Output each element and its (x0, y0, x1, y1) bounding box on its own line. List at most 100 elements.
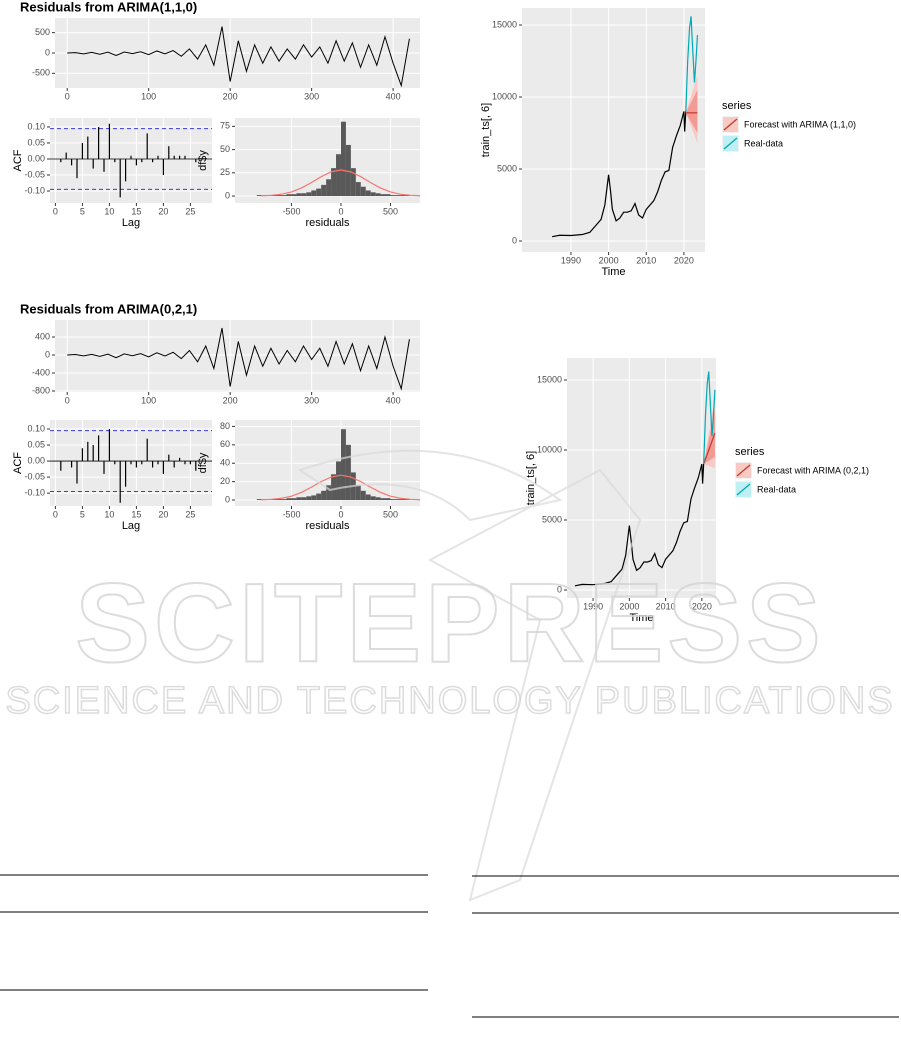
y-axis-title: df$y (197, 452, 209, 473)
acf-bar (168, 454, 170, 462)
y-tick-label: 5000 (497, 163, 517, 173)
y-tick-label: 25 (220, 167, 230, 177)
histogram-bar (340, 429, 346, 501)
histogram-bar (326, 485, 332, 501)
acf-bar (114, 461, 116, 465)
acf-bar (189, 461, 191, 465)
acf-bar (103, 461, 105, 474)
histogram-bar (345, 444, 351, 501)
histogram-bar (355, 182, 361, 197)
histogram-bar (311, 495, 317, 501)
data-line (261, 169, 420, 197)
data-line (703, 371, 716, 465)
histogram-bar (291, 498, 297, 501)
histogram-bar (331, 474, 337, 501)
y-tick-label: -800 (32, 385, 50, 395)
histogram-bar (390, 499, 396, 501)
y-tick-label: 5000 (542, 514, 562, 524)
x-axis-title: Time (629, 612, 653, 624)
histogram-bar (296, 193, 302, 197)
y-tick-label: 0 (45, 47, 50, 57)
histogram-bar (281, 499, 287, 501)
x-tick-label: 300 (304, 91, 319, 101)
histogram-bar (321, 490, 327, 501)
chart: 0 5000 10000 15000 1990 2000 2010 2020 Time train… (525, 358, 869, 624)
x-tick-label: 0 (338, 206, 343, 216)
plot-area (50, 123, 212, 198)
y-tick-label: 0 (557, 584, 562, 594)
x-tick-label: 300 (304, 395, 319, 405)
y-tick-label: 0.00 (27, 153, 45, 163)
histogram-bar (345, 144, 351, 197)
chart: 0 25 50 75 -500 0 500 residuals df$y (197, 118, 420, 229)
x-tick-label: 25 (185, 206, 195, 216)
histogram-bar (316, 493, 322, 501)
histogram-bar (375, 497, 381, 501)
histogram-bar (256, 499, 262, 501)
y-tick-label: -500 (32, 68, 50, 78)
plot-area (256, 429, 420, 501)
panel-background (567, 358, 716, 598)
acf-bar (103, 158, 105, 172)
acf-bar (157, 155, 159, 159)
chart: -500 0 500 0 100 200 300 400 Residuals from ARIM… (20, 0, 420, 101)
acf-bar (108, 123, 110, 159)
acf-bar (179, 155, 181, 159)
x-tick-label: 500 (383, 206, 398, 216)
histogram-bar (326, 179, 332, 197)
histogram-bar (370, 192, 376, 197)
chart-title: Residuals from ARIMA(0,2,1) (20, 301, 197, 316)
chart: -0.10 -0.05 0.00 0.05 0.10 0 5 10 15 20 25 Lag ACF (12, 118, 212, 229)
x-tick-label: 2020 (692, 601, 712, 611)
y-tick-label: 40 (220, 458, 230, 468)
acf-bar (98, 435, 100, 462)
histogram-bar (276, 499, 282, 501)
x-tick-label: 5 (80, 206, 85, 216)
acf-bar (146, 438, 148, 462)
y-tick-label: 0.05 (27, 137, 45, 147)
histogram-bar (385, 498, 391, 501)
acf-bar (92, 445, 94, 462)
histogram-bar (291, 194, 297, 197)
x-tick-label: 10 (104, 509, 114, 519)
y-axis-title: df$y (197, 150, 209, 171)
histogram-bar (256, 195, 262, 197)
x-tick-label: 2010 (636, 255, 656, 265)
y-tick-label: -0.10 (24, 185, 45, 195)
acf-bar (98, 126, 100, 159)
acf-bar (81, 142, 83, 159)
histogram-bar (365, 494, 371, 501)
x-tick-label: 0 (65, 395, 70, 405)
x-tick-label: 25 (185, 509, 195, 519)
x-tick-label: 1990 (561, 255, 581, 265)
chart: -0.10 -0.05 0.00 0.05 0.10 0 5 10 15 20 25 Lag ACF (12, 420, 212, 532)
plot-area (50, 428, 212, 503)
acf-bar (60, 158, 62, 163)
y-tick-label: 75 (220, 121, 230, 131)
x-tick-label: 100 (141, 395, 156, 405)
acf-bar (130, 461, 132, 465)
y-tick-label: 50 (220, 144, 230, 154)
acf-bar (141, 158, 143, 163)
histogram-bar (336, 461, 341, 501)
histogram-bar (281, 195, 287, 197)
x-tick-label: 0 (65, 91, 70, 101)
acf-bar (141, 461, 143, 465)
y-tick-label: 15000 (492, 19, 517, 29)
x-axis-title: Lag (122, 520, 140, 532)
x-tick-label: 15 (131, 509, 141, 519)
histogram-bar (380, 194, 386, 197)
acf-bar (114, 158, 116, 163)
histogram-bar (336, 154, 341, 197)
legend-key-line (723, 137, 738, 150)
data-line (552, 111, 687, 238)
acf-bar (130, 155, 132, 159)
acf-bar (152, 461, 154, 468)
y-tick-label: 0 (512, 235, 517, 245)
data-line (703, 432, 716, 465)
x-axis-title: residuals (305, 217, 350, 229)
data-line (67, 327, 410, 391)
acf-bar (184, 155, 186, 159)
acf-bar (87, 136, 89, 159)
